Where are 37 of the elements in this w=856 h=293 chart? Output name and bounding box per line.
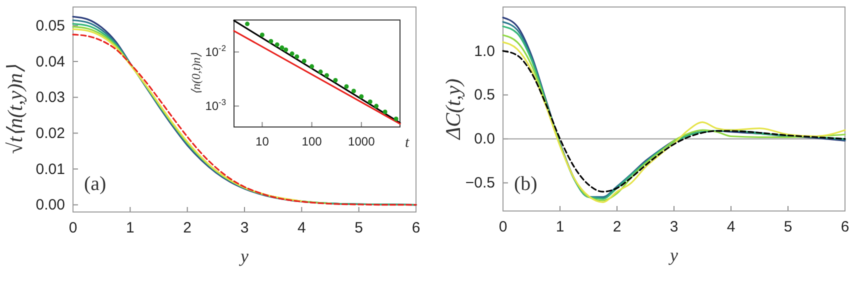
y-tick-label: −0.5 <box>465 174 495 192</box>
x-axis-title: y <box>238 246 248 266</box>
x-tick-label: 10 <box>256 134 270 149</box>
x-tick-label: 2 <box>183 220 192 237</box>
x-axis-title: t <box>405 135 410 151</box>
y-tick-label: 0.04 <box>36 53 65 70</box>
x-tick-label: 1 <box>126 220 134 237</box>
x-axis-title: y <box>668 245 678 265</box>
x-tick-label: 0 <box>498 218 508 236</box>
x-tick-label: 3 <box>240 220 249 237</box>
y-tick-label: 10$^{-2}$ <box>205 42 226 59</box>
x-tick-label: 2 <box>612 218 622 236</box>
y-tick-label: 1.0 <box>474 42 495 60</box>
y-axis-title: √t⟨n(t,y)n⟩ <box>3 65 27 154</box>
x-tick-label: 6 <box>840 218 850 236</box>
y-tick-label: 10$^{-3}$ <box>205 96 226 113</box>
y-tick-label: 0.05 <box>36 17 65 34</box>
y-tick-label: 0.00 <box>36 196 65 214</box>
y-tick-label: 0.0 <box>474 130 495 148</box>
y-tick-label: 0.03 <box>36 89 65 106</box>
x-tick-label: 3 <box>670 218 678 236</box>
y-tick-label: 0.01 <box>36 160 65 178</box>
x-tick-label: 0 <box>68 220 78 237</box>
x-tick-label: 6 <box>412 220 420 237</box>
x-tick-label: 4 <box>726 218 736 236</box>
x-tick-label: 1 <box>556 218 564 236</box>
y-axis-title: ⟨n(0,t)n⟩ <box>189 52 203 95</box>
annotation: (a) <box>84 173 106 195</box>
x-tick-label: 1000 <box>348 134 376 149</box>
y-axis-title: ΔC(t,y) <box>441 78 465 140</box>
y-tick-label: 0.5 <box>474 86 495 104</box>
x-tick-label: 5 <box>354 220 364 237</box>
annotation: (b) <box>514 173 538 195</box>
y-tick-label: 0.02 <box>36 124 65 142</box>
x-tick-label: 4 <box>297 220 306 237</box>
x-tick-label: 100 <box>302 134 322 149</box>
x-tick-label: 5 <box>784 218 792 236</box>
